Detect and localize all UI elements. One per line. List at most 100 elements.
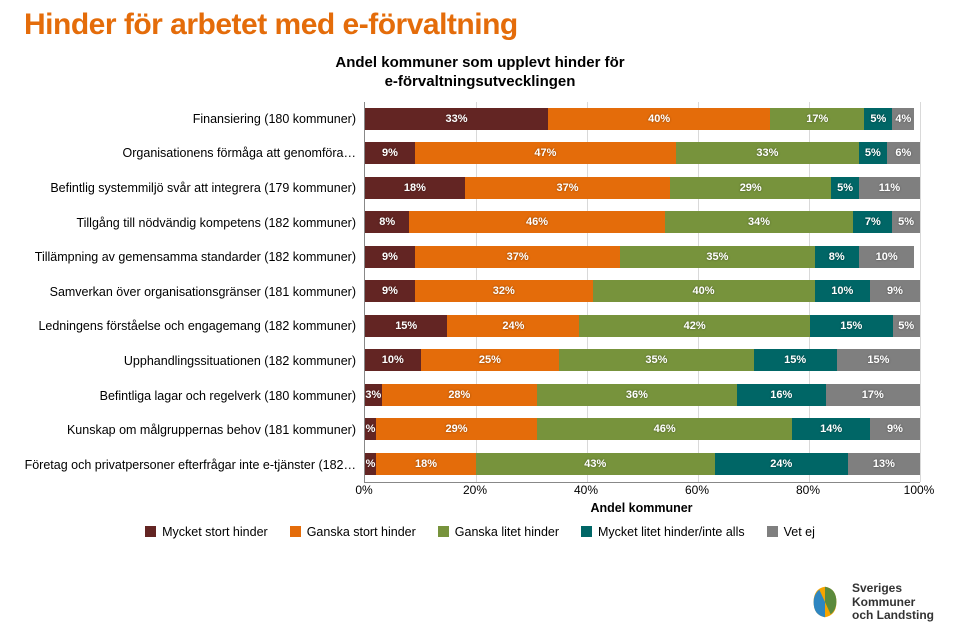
category-label: Befintliga lagar och regelverk (180 komm… [24, 389, 356, 403]
logo-line3: och Landsting [852, 608, 934, 622]
bar-segment: 9% [365, 246, 415, 268]
bar-segment: 10% [365, 349, 421, 371]
bar-segment: 47% [415, 142, 676, 164]
bar-segment: 5% [864, 108, 892, 130]
bar-row: 3%28%36%16%17% [365, 378, 920, 413]
legend-label: Ganska litet hinder [455, 525, 559, 539]
bar-segment: 40% [548, 108, 770, 130]
bar-segment: 7% [853, 211, 892, 233]
x-tick: 80% [796, 483, 820, 497]
x-tick: 40% [574, 483, 598, 497]
bar-segment: 14% [792, 418, 870, 440]
category-label: Finansiering (180 kommuner) [24, 112, 356, 126]
bar-segment: 8% [815, 246, 859, 268]
legend-item: Mycket stort hinder [145, 525, 268, 539]
stacked-bar: 10%25%35%15%15% [365, 349, 920, 371]
legend-item: Ganska stort hinder [290, 525, 416, 539]
stacked-bar: 18%37%29%5%11% [365, 177, 920, 199]
stacked-bar: 9%37%35%8%10% [365, 246, 920, 268]
x-axis-title: Andel kommuner [364, 501, 919, 515]
legend-label: Ganska stort hinder [307, 525, 416, 539]
legend-item: Vet ej [767, 525, 815, 539]
bar-segment: 25% [421, 349, 560, 371]
category-label: Samverkan över organisationsgränser (181… [24, 285, 356, 299]
bar-row: 9%37%35%8%10% [365, 240, 920, 275]
bar-segment: 11% [859, 177, 920, 199]
stacked-bar: 3%28%36%16%17% [365, 384, 920, 406]
bar-segment: 43% [476, 453, 715, 475]
bar-segment: 18% [376, 453, 476, 475]
bar-row: 15%24%42%15%5% [365, 309, 920, 344]
skl-logo-icon [806, 583, 844, 621]
bar-segment: 37% [415, 246, 620, 268]
legend-item: Ganska litet hinder [438, 525, 559, 539]
x-axis: 0%20%40%60%80%100% [364, 483, 919, 501]
x-tick: 0% [355, 483, 372, 497]
category-label: Tillämpning av gemensamma standarder (18… [24, 250, 356, 264]
logo-line2: Kommuner [852, 595, 915, 609]
bar-segment: 36% [537, 384, 737, 406]
bar-segment: 18% [365, 177, 465, 199]
logo: Sveriges Kommuner och Landsting [806, 582, 934, 622]
category-label: Kunskap om målgruppernas behov (181 komm… [24, 423, 356, 437]
bar-segment: 15% [754, 349, 837, 371]
stacked-bar: 15%24%42%15%5% [365, 315, 920, 337]
legend-label: Mycket stort hinder [162, 525, 268, 539]
bar-segment: 35% [620, 246, 814, 268]
legend-item: Mycket litet hinder/inte alls [581, 525, 745, 539]
logo-line1: Sveriges [852, 581, 902, 595]
bar-segment: 5% [893, 315, 920, 337]
category-label: Befintlig systemmiljö svår att integrera… [24, 181, 356, 195]
bar-segment: 15% [837, 349, 920, 371]
stacked-bar: %29%46%14%9% [365, 418, 920, 440]
bar-segment: 15% [365, 315, 447, 337]
bar-segment: 6% [887, 142, 920, 164]
category-label: Ledningens förståelse och engagemang (18… [24, 319, 356, 333]
category-label: Organisationens förmåga att genomföra… [24, 146, 356, 160]
stacked-bar: 9%47%33%5%6% [365, 142, 920, 164]
plot-area: 33%40%17%5%4%9%47%33%5%6%18%37%29%5%11%8… [364, 102, 920, 483]
bar-segment: 13% [848, 453, 920, 475]
bar-segment: 42% [579, 315, 810, 337]
bar-segment: 9% [870, 280, 920, 302]
bar-segment: 40% [593, 280, 815, 302]
bar-row: 18%37%29%5%11% [365, 171, 920, 206]
bar-segment: 5% [892, 211, 920, 233]
legend-swatch [438, 526, 449, 537]
bar-segment: 9% [365, 280, 415, 302]
bar-segment: 5% [859, 142, 887, 164]
bar-segment: 3% [365, 384, 382, 406]
bar-segment: 33% [365, 108, 548, 130]
bar-segment: 29% [376, 418, 537, 440]
bar-segment: 5% [831, 177, 859, 199]
legend-swatch [290, 526, 301, 537]
bar-segment: 37% [465, 177, 670, 199]
legend-swatch [767, 526, 778, 537]
category-label: Företag och privatpersoner efterfrågar i… [24, 458, 356, 472]
bar-segment: 29% [670, 177, 831, 199]
stacked-bar: 9%32%40%10%9% [365, 280, 920, 302]
bar-segment: 9% [870, 418, 920, 440]
legend: Mycket stort hinder Ganska stort hinder Ga… [24, 525, 936, 539]
bar-segment: 4% [892, 108, 914, 130]
x-tick: 20% [463, 483, 487, 497]
bar-row: 33%40%17%5%4% [365, 102, 920, 137]
legend-label: Vet ej [784, 525, 815, 539]
legend-swatch [581, 526, 592, 537]
subtitle-line2: e-förvaltningsutvecklingen [385, 73, 576, 90]
bar-segment: 24% [715, 453, 848, 475]
bar-segment: 8% [365, 211, 409, 233]
bar-segment: 15% [810, 315, 892, 337]
bar-segment: 24% [447, 315, 579, 337]
stacked-bar: 8%46%34%7%5% [365, 211, 920, 233]
bar-row: %18%43%24%13% [365, 447, 920, 482]
bar-segment: 17% [826, 384, 920, 406]
y-axis-labels: Finansiering (180 kommuner) Organisatione… [24, 102, 364, 483]
logo-text: Sveriges Kommuner och Landsting [852, 582, 934, 622]
bar-segment: 33% [676, 142, 859, 164]
bar-row: 8%46%34%7%5% [365, 205, 920, 240]
bar-segment: 9% [365, 142, 415, 164]
stacked-bar: 33%40%17%5%4% [365, 108, 920, 130]
bar-segment: 46% [409, 211, 664, 233]
bar-segment: 28% [382, 384, 537, 406]
